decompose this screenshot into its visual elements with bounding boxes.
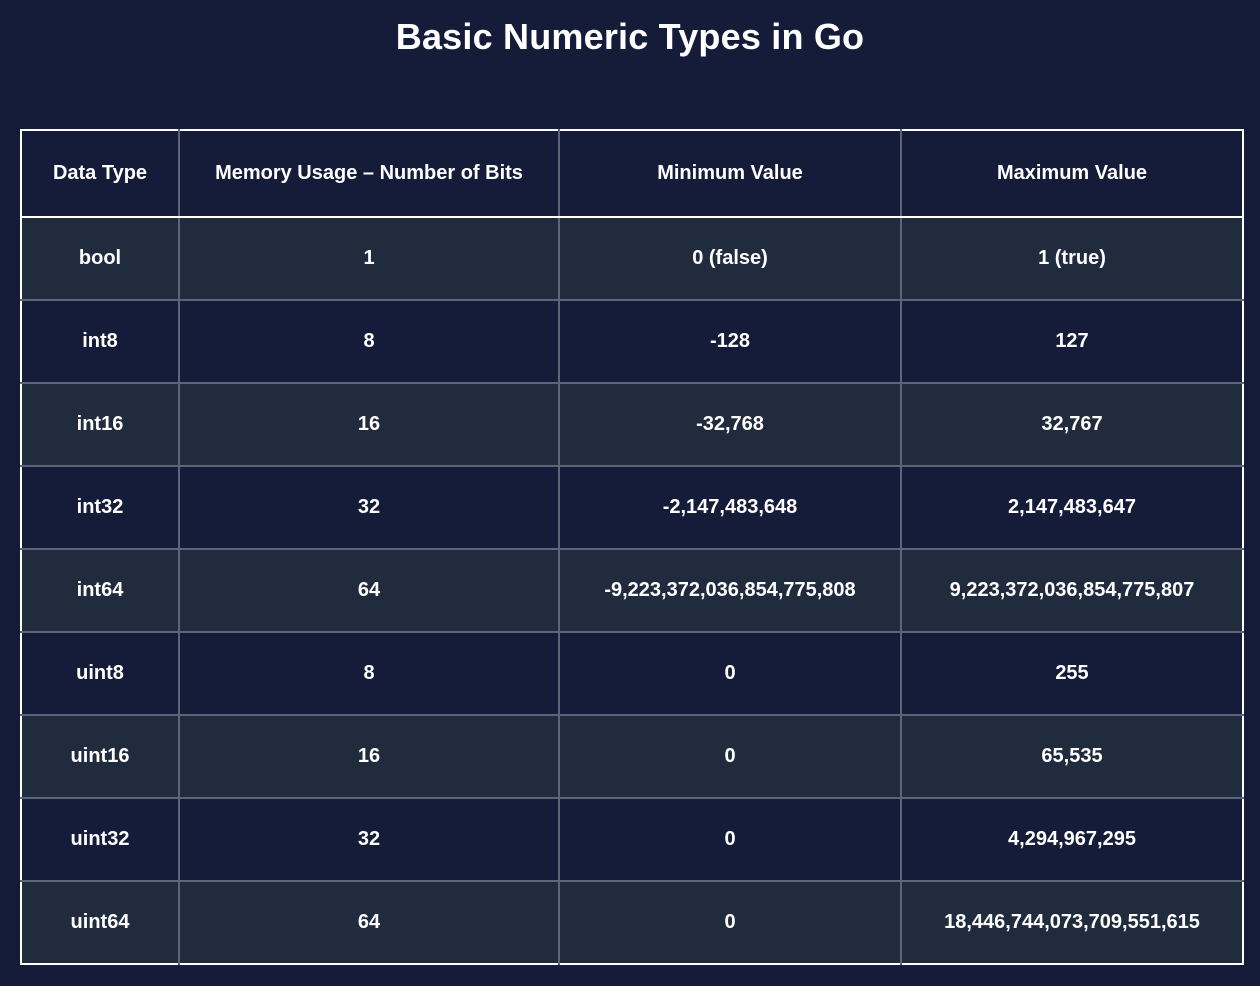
cell-data-type: uint8 [21,632,180,716]
table-row: uint32 32 0 4,294,967,295 [21,798,1243,882]
cell-data-type: int16 [21,383,180,467]
cell-bits: 16 [179,383,560,467]
cell-min-value: 0 [559,715,902,799]
cell-data-type: bool [21,217,180,301]
numeric-types-table: Data Type Memory Usage – Number of Bits … [20,129,1244,965]
header-maximum-value: Maximum Value [901,130,1243,218]
cell-max-value: 65,535 [901,715,1243,799]
cell-max-value: 32,767 [901,383,1243,467]
cell-bits: 8 [179,300,560,384]
cell-data-type: uint16 [21,715,180,799]
header-data-type: Data Type [21,130,180,218]
cell-data-type: uint32 [21,798,180,882]
cell-min-value: -2,147,483,648 [559,466,902,550]
cell-min-value: 0 [559,798,902,882]
cell-bits: 8 [179,632,560,716]
cell-data-type: int64 [21,549,180,633]
cell-data-type: int32 [21,466,180,550]
cell-min-value: 0 [559,632,902,716]
cell-min-value: 0 (false) [559,217,902,301]
header-minimum-value: Minimum Value [559,130,902,218]
table-header-row: Data Type Memory Usage – Number of Bits … [21,130,1243,218]
table-row: uint8 8 0 255 [21,632,1243,716]
cell-bits: 32 [179,466,560,550]
cell-bits: 1 [179,217,560,301]
page-title: Basic Numeric Types in Go [395,16,865,57]
table-row: int64 64 -9,223,372,036,854,775,808 9,22… [21,549,1243,633]
cell-min-value: 0 [559,881,902,964]
cell-bits: 64 [179,549,560,633]
cell-bits: 32 [179,798,560,882]
cell-max-value: 4,294,967,295 [901,798,1243,882]
cell-bits: 64 [179,881,560,964]
cell-max-value: 9,223,372,036,854,775,807 [901,549,1243,633]
cell-max-value: 255 [901,632,1243,716]
cell-max-value: 2,147,483,647 [901,466,1243,550]
cell-max-value: 127 [901,300,1243,384]
cell-min-value: -128 [559,300,902,384]
table-row: int8 8 -128 127 [21,300,1243,384]
table-row: int16 16 -32,768 32,767 [21,383,1243,467]
table-row: uint16 16 0 65,535 [21,715,1243,799]
table-row: uint64 64 0 18,446,744,073,709,551,615 [21,881,1243,964]
table-row: int32 32 -2,147,483,648 2,147,483,647 [21,466,1243,550]
cell-bits: 16 [179,715,560,799]
cell-data-type: uint64 [21,881,180,964]
cell-max-value: 1 (true) [901,217,1243,301]
cell-min-value: -9,223,372,036,854,775,808 [559,549,902,633]
header-memory-usage: Memory Usage – Number of Bits [179,130,560,218]
cell-max-value: 18,446,744,073,709,551,615 [901,881,1243,964]
cell-data-type: int8 [21,300,180,384]
table-row: bool 1 0 (false) 1 (true) [21,217,1243,301]
cell-min-value: -32,768 [559,383,902,467]
